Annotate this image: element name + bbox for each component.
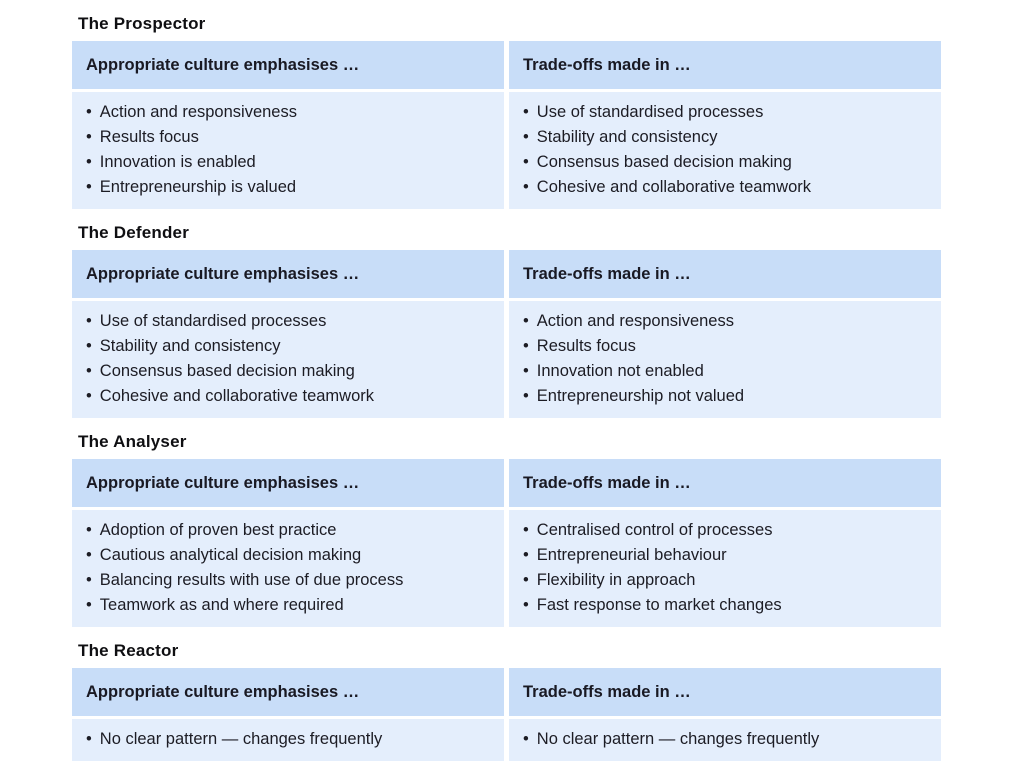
bullet-item: Entrepreneurial behaviour <box>523 543 927 568</box>
bullet-item: Entrepreneurship is valued <box>86 175 490 200</box>
section-analyser: The Analyser Appropriate culture emphasi… <box>72 432 941 627</box>
bullet-item: Use of standardised processes <box>523 100 927 125</box>
bullet-item: Balancing results with use of due proces… <box>86 568 490 593</box>
tradeoffs-list: No clear pattern — changes frequently <box>509 719 941 761</box>
section-title: The Reactor <box>78 641 179 660</box>
emphasises-list: Use of standardised processes Stability … <box>72 301 504 418</box>
header-cell-emphasises: Appropriate culture emphasises … <box>72 41 504 89</box>
bullet-item: Action and responsiveness <box>523 309 927 334</box>
emphasises-column: Appropriate culture emphasises … Adoptio… <box>72 459 504 627</box>
section-prospector: The Prospector Appropriate culture empha… <box>72 14 941 209</box>
bullet-item: Stability and consistency <box>523 125 927 150</box>
bullet-item: No clear pattern — changes frequently <box>523 727 927 752</box>
header-cell-emphasises: Appropriate culture emphasises … <box>72 668 504 716</box>
bullet-item: Entrepreneurship not valued <box>523 384 927 409</box>
header-cell-tradeoffs: Trade-offs made in … <box>509 250 941 298</box>
header-cell-emphasises: Appropriate culture emphasises … <box>72 250 504 298</box>
bullet-item: Consensus based decision making <box>86 359 490 384</box>
tradeoffs-column: Trade-offs made in … Action and responsi… <box>509 250 941 418</box>
tradeoffs-list: Action and responsiveness Results focus … <box>509 301 941 418</box>
culture-table: Appropriate culture emphasises … Adoptio… <box>72 459 941 627</box>
emphasises-column: Appropriate culture emphasises … Action … <box>72 41 504 209</box>
tradeoffs-column: Trade-offs made in … Centralised control… <box>509 459 941 627</box>
tradeoffs-column: Trade-offs made in … No clear pattern — … <box>509 668 941 761</box>
bullet-item: Stability and consistency <box>86 334 490 359</box>
header-cell-tradeoffs: Trade-offs made in … <box>509 41 941 89</box>
bullet-item: Innovation not enabled <box>523 359 927 384</box>
culture-table: Appropriate culture emphasises … No clea… <box>72 668 941 761</box>
emphasises-list: Action and responsiveness Results focus … <box>72 92 504 209</box>
section-title: The Defender <box>78 223 190 242</box>
culture-table: Appropriate culture emphasises … Use of … <box>72 250 941 418</box>
section-title: The Prospector <box>78 14 206 33</box>
bullet-item: Consensus based decision making <box>523 150 927 175</box>
bullet-item: Innovation is enabled <box>86 150 490 175</box>
bullet-item: Cohesive and collaborative teamwork <box>86 384 490 409</box>
bullet-item: Teamwork as and where required <box>86 593 490 618</box>
section-title: The Analyser <box>78 432 187 451</box>
section-defender: The Defender Appropriate culture emphasi… <box>72 223 941 418</box>
bullet-item: Cautious analytical decision making <box>86 543 490 568</box>
bullet-item: Fast response to market changes <box>523 593 927 618</box>
bullet-item: Action and responsiveness <box>86 100 490 125</box>
header-cell-emphasises: Appropriate culture emphasises … <box>72 459 504 507</box>
header-cell-tradeoffs: Trade-offs made in … <box>509 459 941 507</box>
emphasises-list: Adoption of proven best practice Cautiou… <box>72 510 504 627</box>
section-reactor: The Reactor Appropriate culture emphasis… <box>72 641 941 761</box>
emphasises-column: Appropriate culture emphasises … Use of … <box>72 250 504 418</box>
bullet-item: Cohesive and collaborative teamwork <box>523 175 927 200</box>
bullet-item: Centralised control of processes <box>523 518 927 543</box>
culture-table: Appropriate culture emphasises … Action … <box>72 41 941 209</box>
slide-content: The Prospector Appropriate culture empha… <box>72 0 941 761</box>
header-cell-tradeoffs: Trade-offs made in … <box>509 668 941 716</box>
tradeoffs-column: Trade-offs made in … Use of standardised… <box>509 41 941 209</box>
bullet-item: Adoption of proven best practice <box>86 518 490 543</box>
bullet-item: Use of standardised processes <box>86 309 490 334</box>
bullet-item: No clear pattern — changes frequently <box>86 727 490 752</box>
tradeoffs-list: Centralised control of processes Entrepr… <box>509 510 941 627</box>
emphasises-column: Appropriate culture emphasises … No clea… <box>72 668 504 761</box>
bullet-item: Flexibility in approach <box>523 568 927 593</box>
bullet-item: Results focus <box>86 125 490 150</box>
tradeoffs-list: Use of standardised processes Stability … <box>509 92 941 209</box>
bullet-item: Results focus <box>523 334 927 359</box>
emphasises-list: No clear pattern — changes frequently <box>72 719 504 761</box>
